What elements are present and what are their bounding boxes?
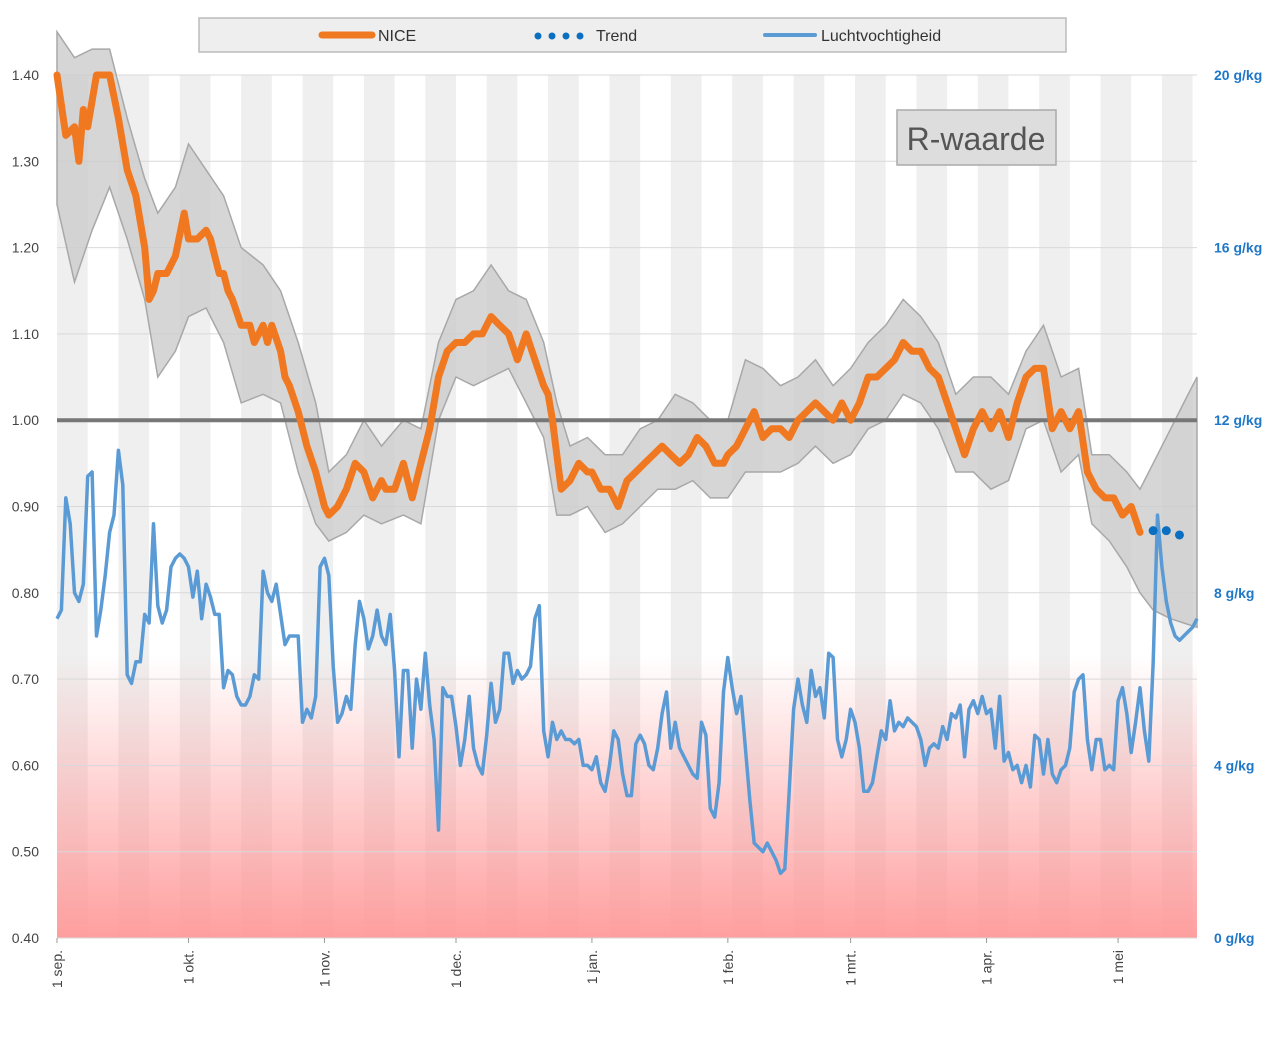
legend: NICE Trend Luchtvochtigheid	[198, 17, 1067, 53]
y-tick-label-left: 0.50	[12, 844, 39, 860]
legend-swatch-trend	[534, 32, 584, 40]
x-tick-label: 1 jan.	[584, 950, 600, 984]
y-tick-label-right: 8 g/kg	[1214, 585, 1254, 601]
x-tick-label: 1 nov.	[316, 950, 332, 987]
y-tick-label-right: 16 g/kg	[1214, 240, 1262, 256]
y-axis-right: 0 g/kg 4 g/kg 8 g/kg 12 g/kg 16 g/kg 20 g/kg	[1214, 67, 1262, 946]
y-tick-label-left: 0.90	[12, 499, 39, 515]
y-tick-label-left: 1.40	[12, 67, 39, 83]
trend-point	[1174, 530, 1184, 540]
trend-point	[1161, 526, 1171, 536]
trend-point	[1148, 526, 1158, 536]
gridlines	[57, 74, 1197, 939]
chart-title-box: R-waarde	[896, 109, 1057, 166]
y-tick-label-left: 1.30	[12, 153, 39, 169]
y-tick-label-right: 12 g/kg	[1214, 412, 1262, 428]
x-tick-label: 1 apr.	[979, 950, 995, 985]
y-tick-label-left: 0.60	[12, 757, 39, 773]
y-tick-label-right: 20 g/kg	[1214, 67, 1262, 83]
legend-label-trend: Trend	[596, 28, 637, 45]
series-trend-dots	[1148, 526, 1184, 540]
x-tick-label: 1 sep.	[49, 950, 65, 988]
y-tick-label-left: 1.20	[12, 240, 39, 256]
series-line-luchtvochtigheid	[55, 448, 1199, 876]
y-axis-left: 0.40 0.50 0.60 0.70 0.80 0.90 1.00 1.10 1.20 1.30…	[12, 67, 39, 946]
y-tick-label-right: 4 g/kg	[1214, 757, 1254, 773]
legend-label-nice: NICE	[378, 28, 416, 45]
x-tick-label: 1 feb.	[720, 950, 736, 985]
x-axis: 1 sep. 1 okt. 1 nov. 1 dec. 1 jan. 1 feb. 1 mr…	[49, 938, 1126, 988]
chart-title: R-waarde	[907, 121, 1046, 157]
y-tick-label-left: 1.00	[12, 412, 39, 428]
y-tick-label-left: 0.80	[12, 585, 39, 601]
y-tick-label-left: 0.70	[12, 671, 39, 687]
x-tick-label: 1 dec.	[448, 950, 464, 988]
x-tick-label: 1 mei	[1110, 950, 1126, 984]
uncertainty-band	[56, 29, 1198, 629]
y-tick-label-right: 0 g/kg	[1214, 930, 1254, 946]
y-tick-label-left: 1.10	[12, 326, 39, 342]
x-tick-label: 1 okt.	[181, 950, 197, 984]
legend-label-luchtvochtigheid: Luchtvochtigheid	[821, 28, 941, 45]
series-line-nice	[53, 71, 1144, 536]
x-tick-label: 1 mrt.	[843, 950, 859, 986]
y-tick-label-left: 0.40	[12, 930, 39, 946]
